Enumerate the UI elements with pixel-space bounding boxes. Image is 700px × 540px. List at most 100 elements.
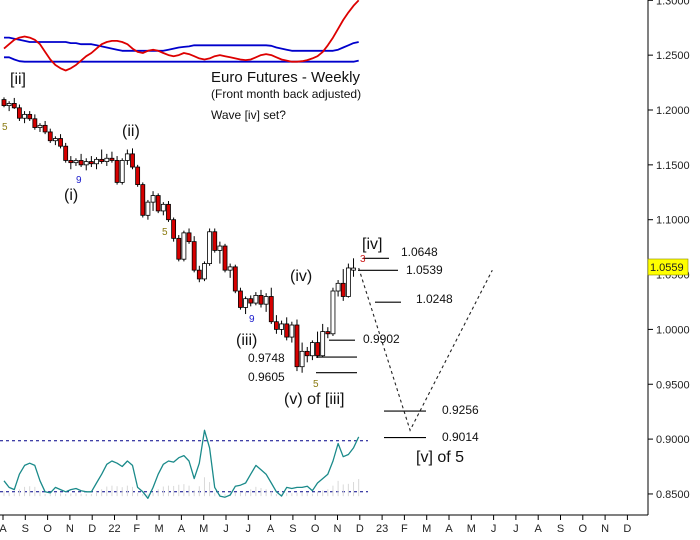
y-tick-label: 0.9000	[656, 434, 690, 446]
candle-body	[186, 232, 192, 243]
candle-body	[94, 158, 99, 165]
level-label: 1.0648	[401, 245, 438, 259]
candle-body	[196, 269, 202, 280]
x-tick-label: S	[22, 523, 29, 535]
candle-body	[222, 245, 228, 271]
lower-oscillator-layer	[0, 429, 368, 499]
x-tick-label: S	[557, 523, 564, 535]
candle-body	[63, 145, 69, 161]
candle-body	[227, 266, 233, 271]
wave-label: [iv]	[362, 236, 382, 253]
candle-body	[47, 131, 53, 142]
candle-body	[6, 103, 12, 107]
x-tick-label: D	[88, 523, 96, 535]
candle-body	[32, 118, 38, 128]
x-tick-label: 22	[108, 523, 120, 535]
x-tick-label: A	[267, 523, 275, 535]
x-tick-label: J	[246, 523, 252, 535]
x-tick-label: O	[311, 523, 320, 535]
upper-band-top-line	[4, 36, 359, 52]
candle-body	[320, 331, 326, 357]
candle-body	[109, 157, 115, 161]
current-price-label: 1.0559	[650, 262, 684, 274]
y-tick-label: 1.3000	[656, 0, 690, 7]
candle-body	[232, 266, 238, 292]
candle-body	[166, 203, 171, 221]
candle-body	[330, 290, 336, 335]
candle-body	[309, 342, 315, 357]
x-tick-label: A	[445, 523, 453, 535]
candle-body	[27, 113, 33, 120]
chart-note: Wave [iv] set?	[211, 108, 286, 122]
candle-body	[1, 99, 7, 107]
candle-body	[299, 350, 305, 368]
candle-body	[37, 124, 43, 128]
candle-body	[340, 282, 346, 297]
wave-label: [ii]	[10, 71, 26, 88]
y-axis: 1.30001.25001.20001.15001.10001.05001.00…	[647, 0, 690, 515]
candle-body	[119, 160, 125, 183]
count-label: 3	[360, 254, 366, 265]
levels-layer	[316, 257, 426, 439]
level-label: 0.9014	[442, 430, 479, 444]
candle-body	[345, 267, 351, 297]
candle-body	[294, 324, 300, 368]
wave-label: (i)	[64, 187, 78, 204]
candle-body	[191, 241, 197, 271]
chart-title: Euro Futures - Weekly	[211, 69, 360, 86]
candle-body	[217, 245, 223, 251]
x-tick-label: A	[535, 523, 543, 535]
candle-body	[83, 161, 89, 166]
x-tick-label: A	[178, 523, 186, 535]
y-tick-label: 1.2000	[656, 105, 690, 117]
candle-body	[207, 231, 213, 264]
wave-label: (v) of [iii]	[284, 391, 344, 408]
x-tick-label: N	[66, 523, 74, 535]
chart-subtitle: (Front month back adjusted)	[211, 87, 361, 101]
candle-body	[42, 124, 48, 133]
candle-body	[11, 103, 17, 109]
band-layer	[3, 0, 360, 72]
x-tick-label: A	[0, 523, 7, 535]
x-tick-label: D	[623, 523, 631, 535]
candle-body	[274, 321, 279, 330]
candle-body	[258, 294, 264, 305]
candle-body	[73, 160, 79, 164]
wave-label: (iv)	[290, 268, 312, 285]
candle-body	[248, 298, 254, 304]
x-tick-label: O	[579, 523, 588, 535]
candle-body	[135, 166, 141, 185]
x-tick-label: J	[513, 523, 519, 535]
y-tick-label: 1.0000	[656, 324, 690, 336]
level-label: 0.9256	[442, 403, 479, 417]
x-tick-label: N	[334, 523, 342, 535]
y-tick-label: 0.8500	[656, 489, 690, 501]
lower-oscillator-line	[3, 429, 360, 499]
count-label: 5	[2, 122, 8, 133]
candle-body	[304, 350, 310, 357]
x-tick-label: N	[601, 523, 609, 535]
count-label: 9	[249, 314, 255, 325]
candle-body	[53, 138, 58, 142]
candle-body	[78, 160, 84, 166]
current-price-badge	[647, 258, 689, 276]
candle-body	[140, 184, 146, 216]
x-tick-label: J	[223, 523, 229, 535]
x-tick-label: M	[467, 523, 476, 535]
candle-body	[104, 157, 110, 162]
level-label: 1.0248	[416, 292, 453, 306]
candle-body	[289, 324, 295, 338]
projection-layer	[358, 267, 493, 432]
candle-body	[284, 323, 290, 338]
candle-body	[243, 298, 248, 308]
candle-body	[130, 153, 135, 168]
candle-body	[325, 331, 331, 335]
x-tick-label: F	[133, 523, 140, 535]
candles-layer	[1, 97, 356, 373]
candle-body	[160, 203, 166, 212]
x-tick-label: O	[43, 523, 52, 535]
level-label: 0.9902	[363, 332, 400, 346]
wave-label: (iii)	[236, 332, 257, 349]
candle-body	[124, 153, 130, 161]
